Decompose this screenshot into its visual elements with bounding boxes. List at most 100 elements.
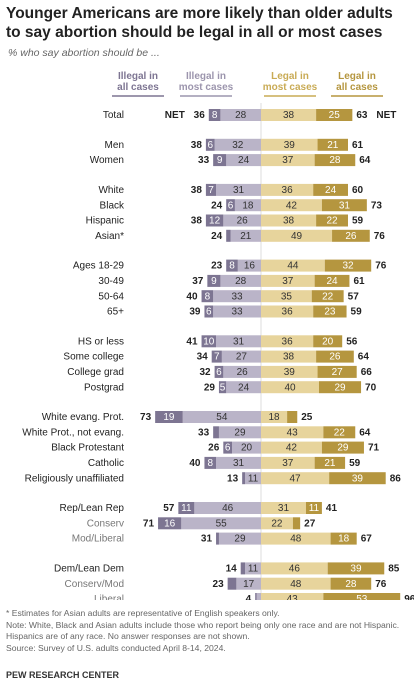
value-label: 6 [206,307,212,318]
value-label: 29 [337,443,349,454]
net-label: 24 [211,231,223,242]
bar [245,562,261,575]
value-label: 29 [234,534,246,545]
value-label: 11 [309,503,320,514]
net-label: 36 [194,110,206,121]
net-label: 59 [352,216,364,227]
value-label: 8 [229,261,235,272]
net-label: 59 [351,307,363,318]
net-label: 64 [359,155,371,166]
chart: Illegal in all cases Illegal in most cases L… [22,71,414,600]
net-label: 63 [356,110,368,121]
category-label: Dem/Lean Dem [54,564,124,575]
bar [208,109,221,121]
net-label: 13 [227,473,239,484]
value-label: 43 [287,427,299,438]
bar [207,274,221,287]
value-label: 36 [282,307,294,318]
note: Source: Survey of U.S. adults conducted … [6,642,226,653]
bar [261,138,318,151]
bar [261,154,315,167]
bar [223,441,232,454]
net-label: 4 [246,594,252,600]
bar [214,138,261,151]
category-label: Ages 18-29 [73,261,125,272]
net-label: 32 [199,367,211,378]
bar [321,199,367,212]
value-label: 32 [342,261,354,272]
bar [261,199,322,212]
value-label: 46 [222,503,234,514]
bar [261,381,319,394]
value-label: 43 [287,594,299,600]
category-label: 65+ [107,307,124,318]
value-label: 7 [214,352,220,363]
value-label: 36 [282,336,294,347]
value-label: 9 [217,155,223,166]
bar [205,138,215,151]
value-label: 53 [356,594,368,600]
category-label: Liberal [94,594,124,600]
net-label: 38 [191,140,203,151]
value-label: 25 [329,110,341,121]
value-label: 20 [322,336,334,347]
notes: * Estimates for Asian adults are represe… [6,608,410,654]
value-label: 29 [334,382,346,393]
legend-label: Illegal in all cases [117,71,159,93]
value-label: 31 [278,503,290,514]
bar [213,305,261,318]
value-label: 49 [291,231,303,242]
value-label: 6 [225,443,231,454]
bar [332,229,370,242]
bar [329,472,386,485]
bar [201,335,217,348]
value-label: 35 [281,291,293,302]
value-label: 42 [286,443,298,454]
bar [287,411,298,423]
net-label: 27 [304,518,316,529]
bar [218,381,227,394]
bar [261,426,324,439]
value-label: 11 [248,473,259,484]
bar [232,441,261,454]
bar [316,109,353,121]
net-label: 38 [191,216,203,227]
bar [226,229,231,242]
bar [327,562,385,575]
category-label: Black [100,200,125,211]
value-label: 18 [268,412,280,423]
bar [324,259,372,272]
category-label: White [98,185,124,196]
bar [205,214,224,227]
bar [216,532,219,545]
value-label: 6 [207,140,213,151]
bar [178,502,195,514]
value-label: 46 [289,564,301,575]
bar [261,183,314,196]
value-label: 40 [284,382,296,393]
bar [323,593,401,600]
bar [261,502,306,514]
value-label: 28 [235,110,247,121]
legend-label: Legal in all cases [336,71,378,93]
value-label: 21 [327,140,339,151]
bar [223,214,261,227]
net-label: 86 [390,473,402,484]
bar [261,441,322,454]
bar [220,274,261,287]
bar [256,593,261,600]
bar [213,426,219,439]
net-label: 25 [301,412,313,423]
category-label: Religiously unaffiliated [25,473,124,484]
net-header: NET [376,110,396,121]
bar [234,199,261,212]
net-label: 40 [189,458,201,469]
value-label: 31 [233,185,245,196]
legend-label: Illegal in most cases [179,71,234,93]
category-label: Women [90,155,124,166]
value-label: 39 [284,367,296,378]
chart-title: Younger Americans are more likely than o… [6,5,393,41]
category-label: Some college [63,352,124,363]
net-label: 67 [361,534,373,545]
category-label: Total [103,110,124,121]
